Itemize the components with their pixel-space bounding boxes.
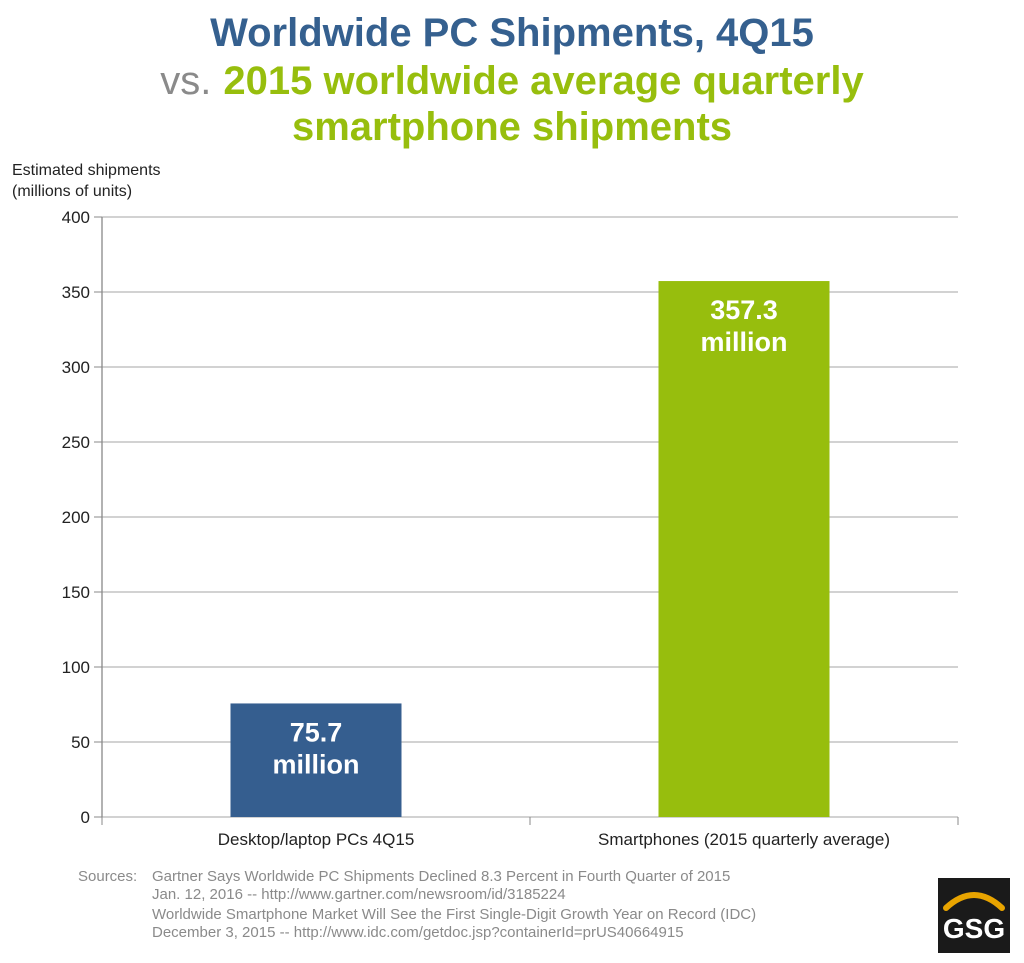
source-line-1: Gartner Says Worldwide PC Shipments Decl…: [152, 868, 731, 885]
data-label-2-value: 357.3: [710, 295, 778, 325]
gsg-logo-arc: [943, 892, 1005, 911]
chart-title-line-2-text: 2015 worldwide average quarterly: [223, 59, 864, 103]
sources-block: Sources: Gartner Says Worldwide PC Shipme…: [78, 868, 756, 942]
y-axis-label-line-1: Estimated shipments: [12, 162, 161, 179]
chart-title-line-1: Worldwide PC Shipments, 4Q15: [210, 11, 814, 55]
bar-1: [230, 703, 402, 817]
sources-label: Sources:: [78, 868, 138, 885]
y-tick-label-50: 50: [71, 733, 90, 752]
y-tick-label-250: 250: [62, 433, 90, 452]
data-label-1-value: 75.7: [290, 717, 343, 747]
x-category-label-1: Desktop/laptop PCs 4Q15: [218, 830, 415, 849]
y-tick-label-200: 200: [62, 508, 90, 527]
y-axis-label: Estimated shipments (millions of units): [12, 160, 161, 202]
data-label-1-unit: million: [273, 749, 360, 779]
y-tick-label-400: 400: [62, 208, 90, 227]
x-category-label-2: Smartphones (2015 quarterly average): [598, 830, 890, 849]
bar-chart: 05010015020025030035040075.7millionDeskt…: [62, 208, 959, 849]
y-tick-label-0: 0: [81, 808, 90, 827]
vs-label: vs.: [160, 59, 212, 103]
source-line-4: December 3, 2015 -- http://www.idc.com/g…: [152, 924, 684, 941]
gsg-logo-background: [938, 878, 1010, 953]
y-tick-label-300: 300: [62, 358, 90, 377]
data-label-2-unit: million: [701, 327, 788, 357]
source-line-2: Jan. 12, 2016 -- http://www.gartner.com/…: [152, 886, 566, 903]
chart-title-line-2: vs. 2015 worldwide average quarterly: [0, 58, 1024, 104]
gsg-logo-text: GSG: [943, 913, 1005, 944]
bar-2: [658, 281, 830, 817]
y-tick-label-150: 150: [62, 583, 90, 602]
source-line-3: Worldwide Smartphone Market Will See the…: [152, 906, 757, 923]
y-tick-label-100: 100: [62, 658, 90, 677]
y-axis-label-line-2: (millions of units): [12, 183, 133, 200]
gsg-logo: GSG: [938, 878, 1010, 953]
chart-title-line-3: smartphone shipments: [291, 105, 733, 149]
y-tick-label-350: 350: [62, 283, 90, 302]
